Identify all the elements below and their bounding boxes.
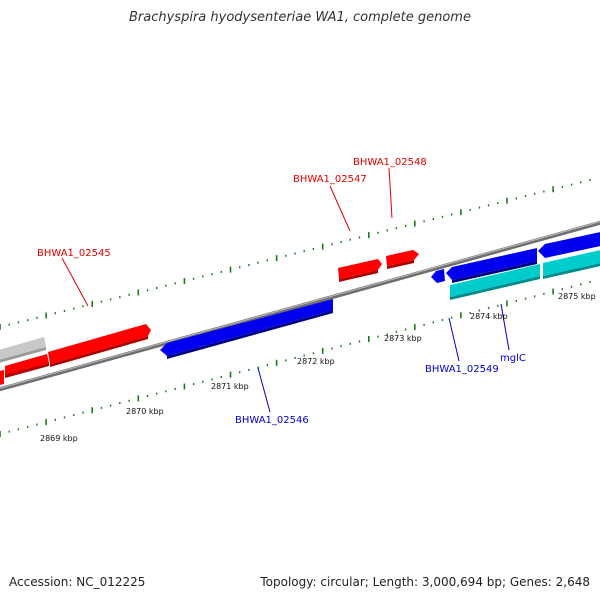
callout-line [61,257,89,307]
gene-BHWA1_02547[interactable] [338,259,382,282]
accession-text: Accession: NC_012225 [9,575,146,589]
gene-BHWA1_02549[interactable] [431,269,445,283]
callout-line [257,367,271,413]
gene-blue-large[interactable] [446,248,537,283]
tick-label-2873: 2873 kbp [384,334,422,343]
gene-mglC[interactable] [450,264,540,300]
callout-line [329,185,351,232]
gene-BHWA1_02548[interactable] [386,250,419,269]
reverse-tick-track [0,281,591,437]
genome-backbone [0,220,600,392]
gene-cyan-right[interactable] [543,249,600,279]
gene-blue-right[interactable] [538,231,600,258]
gene-grey[interactable] [0,337,46,364]
tick-label-2874: 2874 kbp [470,312,508,321]
gene-BHWA1_02546[interactable] [160,299,333,359]
callout-line [448,317,460,362]
tick-label-2871: 2871 kbp [211,382,249,391]
callout-line [388,167,393,219]
gene-label-BHWA1_02546[interactable]: BHWA1_02546 [235,415,309,426]
tick-label-2875: 2875 kbp [558,292,596,301]
gene-label-BHWA1_02548[interactable]: BHWA1_02548 [353,157,427,168]
gene-label-BHWA1_02549[interactable]: BHWA1_02549 [425,364,499,375]
gene-BHWA1_02545[interactable] [48,324,151,367]
genome-backbone-highlight [0,221,600,389]
tick-label-2869: 2869 kbp [40,434,78,443]
tick-label-2870: 2870 kbp [126,407,164,416]
forward-tick-track [0,179,591,330]
genome-summary-text: Topology: circular; Length: 3,000,694 bp… [260,575,590,589]
map-title: Brachyspira hyodysenteriae WA1, complete… [129,10,471,25]
gene-label-BHWA1_02547[interactable]: BHWA1_02547 [293,174,367,185]
gene-label-BHWA1_02545[interactable]: BHWA1_02545 [37,248,111,259]
gene-label-mglC[interactable]: mglC [500,353,526,364]
gene-partial-left[interactable] [0,370,4,386]
tick-label-2872: 2872 kbp [297,357,335,366]
gene-red-1[interactable] [5,354,49,378]
callout-line [500,303,510,351]
